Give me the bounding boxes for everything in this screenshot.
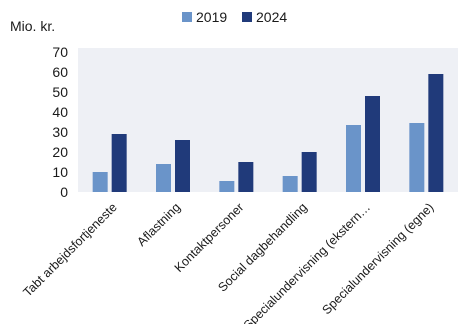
legend-swatch-2024	[242, 12, 252, 22]
bar-2024-1	[175, 140, 190, 192]
x-axis-category-labels: Tabt arbejdsfortjeneste AflastningKontakt…	[20, 200, 436, 324]
y-tick-label: 60	[52, 64, 68, 80]
y-tick-label: 0	[60, 184, 68, 200]
bar-2019-0	[92, 172, 108, 192]
y-axis-ticks: 0 10 20 30 40 50 60 70	[52, 44, 68, 200]
bar-2019-4	[346, 125, 361, 192]
x-category-label: Specialundervisning (egne)	[319, 200, 436, 317]
x-category-label: Specialundervisning (ekstern…	[241, 200, 373, 324]
y-tick-label: 50	[52, 84, 68, 100]
legend-label: 2024	[256, 9, 287, 25]
bar-2019-5	[409, 123, 425, 192]
y-tick-label: 20	[52, 144, 68, 160]
bar-2024-0	[111, 134, 127, 192]
legend-swatch-2019	[182, 12, 192, 22]
bar-2024-5	[428, 74, 444, 192]
y-tick-label: 40	[52, 104, 68, 120]
y-tick-label: 70	[52, 44, 68, 60]
bar-2019-1	[156, 164, 171, 192]
bar-2024-2	[238, 162, 254, 192]
x-category-label: Aflastning	[134, 200, 183, 249]
bar-2019-2	[219, 181, 235, 192]
bars	[92, 74, 444, 192]
y-tick-label: 10	[52, 164, 68, 180]
bar-2024-4	[365, 96, 380, 192]
plot-area-background	[78, 48, 458, 192]
bar-2024-3	[301, 152, 317, 192]
x-category-label: Tabt arbejdsfortjeneste	[20, 200, 119, 299]
y-axis-unit-label: Mio. kr.	[10, 18, 55, 34]
bar-2019-3	[282, 176, 298, 192]
legend: 2019 2024	[182, 9, 287, 25]
legend-label: 2019	[196, 9, 227, 25]
y-tick-label: 30	[52, 124, 68, 140]
